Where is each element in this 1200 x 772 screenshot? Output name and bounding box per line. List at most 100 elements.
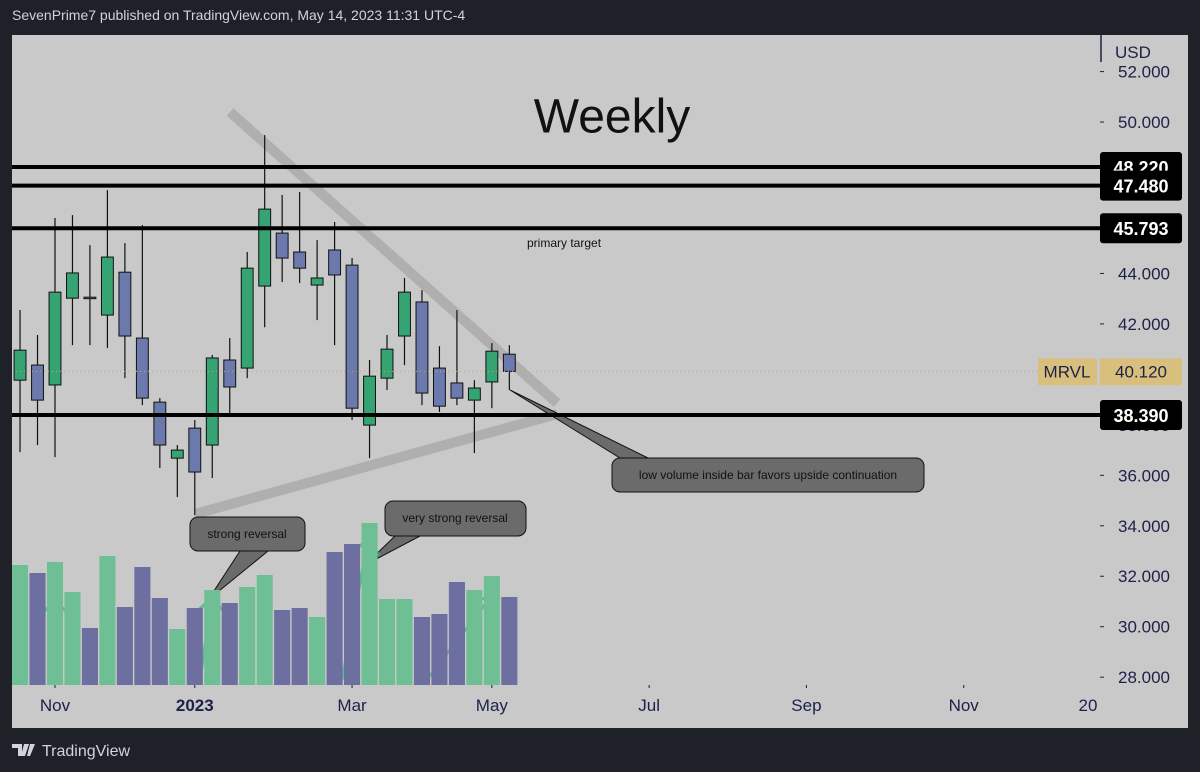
volume-bar bbox=[64, 592, 81, 685]
volume-bar bbox=[431, 614, 448, 685]
x-tick-label: Jul bbox=[638, 696, 660, 715]
plot-back bbox=[193, 108, 561, 519]
volume-bar bbox=[12, 565, 29, 685]
plot bbox=[12, 135, 1100, 685]
candle-body bbox=[328, 249, 342, 276]
candle-body bbox=[118, 271, 132, 337]
candle-body bbox=[240, 267, 254, 369]
y-tick-label: 28.000 bbox=[1118, 668, 1170, 687]
candle-body bbox=[502, 353, 516, 372]
candle-body bbox=[188, 427, 202, 473]
candle-body bbox=[363, 375, 376, 426]
symbol: MRVL bbox=[1044, 362, 1091, 381]
level-label: 47.480 bbox=[1113, 177, 1168, 197]
callout-text: very strong reversal bbox=[402, 511, 507, 525]
volume-bar bbox=[256, 575, 273, 685]
annotation: primary target bbox=[527, 236, 602, 250]
callout-box bbox=[611, 457, 925, 493]
volume-bar bbox=[81, 628, 98, 685]
level-box bbox=[1100, 170, 1182, 201]
candle-body bbox=[66, 272, 79, 299]
volume-bar bbox=[344, 544, 361, 685]
candle-body bbox=[153, 401, 167, 446]
candle-body bbox=[345, 264, 359, 409]
candle-body bbox=[48, 291, 62, 386]
volume-bar bbox=[186, 608, 203, 685]
header: SevenPrime7 published on TradingView.com… bbox=[12, 7, 465, 23]
volume-bar bbox=[378, 599, 396, 685]
volume-bar bbox=[361, 523, 378, 685]
candle-body bbox=[450, 382, 464, 399]
x-tick-label: Nov bbox=[40, 696, 71, 715]
volume-bar bbox=[309, 617, 326, 685]
candle-body bbox=[13, 349, 27, 381]
x-tick-label: Sep bbox=[791, 696, 821, 715]
y-tick-label: 30.000 bbox=[1118, 618, 1170, 637]
volume-bar bbox=[274, 610, 291, 685]
callout-box bbox=[189, 516, 306, 552]
callout-text: low volume inside bar favors upside cont… bbox=[639, 468, 897, 482]
candle-body bbox=[398, 291, 411, 337]
volume-bar bbox=[466, 590, 483, 685]
y-tick-label: 36.000 bbox=[1118, 466, 1170, 485]
y-tick-label: 50.000 bbox=[1118, 113, 1170, 132]
symbol-box bbox=[1038, 358, 1097, 386]
x-tick-label: 2023 bbox=[176, 696, 214, 715]
currency: USD bbox=[1115, 43, 1151, 62]
candle-body bbox=[135, 337, 149, 399]
volume-bar bbox=[239, 587, 256, 685]
volume-bar bbox=[448, 582, 465, 685]
level-box bbox=[1100, 400, 1182, 431]
volume-bar bbox=[151, 598, 168, 685]
level-label: 38.390 bbox=[1113, 406, 1168, 426]
callout-box bbox=[384, 500, 527, 537]
chart-title: Weekly bbox=[534, 91, 691, 144]
volume-bar bbox=[116, 607, 133, 685]
x-tick-label: Nov bbox=[949, 696, 980, 715]
volume-bar bbox=[99, 556, 116, 685]
brand-logo bbox=[12, 744, 35, 756]
volume-bar bbox=[326, 552, 343, 685]
volume-bar bbox=[396, 599, 413, 685]
candle-body bbox=[223, 359, 237, 388]
x-tick-label: May bbox=[476, 696, 509, 715]
volume-bar bbox=[291, 608, 308, 685]
level-box bbox=[1100, 213, 1182, 244]
candle-body bbox=[170, 449, 184, 459]
time-axis: Nov 2023 Mar May Jul Sep Nov 20 bbox=[40, 685, 1098, 715]
brand: TradingView bbox=[42, 743, 130, 760]
candle-body bbox=[467, 387, 481, 401]
candle-body bbox=[380, 348, 394, 379]
candle-body bbox=[415, 301, 429, 394]
y-tick-label: 52.000 bbox=[1118, 63, 1170, 82]
candle-body bbox=[485, 350, 499, 383]
candle-body bbox=[100, 256, 114, 316]
y-tick-label: 42.000 bbox=[1118, 315, 1170, 334]
volume-bar bbox=[29, 573, 46, 685]
trendline bbox=[193, 409, 559, 519]
volume-bar bbox=[501, 597, 518, 685]
y-tick-label: 34.000 bbox=[1118, 517, 1170, 536]
callouts: low volume inside bar favors upside cont… bbox=[189, 389, 925, 601]
callout-text: strong reversal bbox=[207, 527, 286, 541]
trendline bbox=[226, 108, 561, 407]
y-tick-label: 44.000 bbox=[1118, 264, 1170, 283]
candle-body bbox=[275, 232, 289, 259]
last-price-box bbox=[1100, 358, 1182, 386]
y-tick-label: 32.000 bbox=[1118, 567, 1170, 586]
candle-body bbox=[310, 277, 324, 286]
volume-bar bbox=[169, 629, 186, 685]
candle-body bbox=[83, 296, 97, 300]
candle-body bbox=[258, 208, 272, 287]
candle-body bbox=[205, 357, 219, 446]
candle-body bbox=[432, 367, 446, 407]
x-tick-label: 20 bbox=[1079, 696, 1098, 715]
level-label: 45.793 bbox=[1113, 219, 1168, 239]
last-price-label: 40.120 bbox=[1115, 362, 1167, 381]
candle-body bbox=[293, 251, 307, 269]
volume-bar bbox=[483, 576, 500, 685]
volume-bar bbox=[413, 617, 431, 685]
x-tick-label: Mar bbox=[337, 696, 367, 715]
